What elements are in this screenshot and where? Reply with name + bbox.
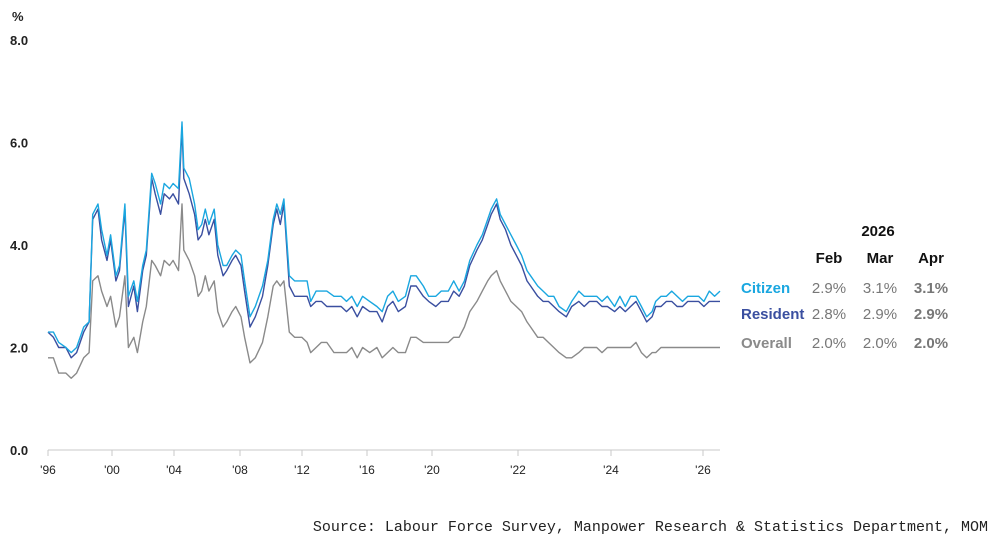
table-value: 2.0%	[812, 335, 846, 352]
table-month-header: Apr	[918, 250, 944, 267]
table-value: 2.9%	[812, 280, 846, 297]
y-tick-label: 4.0	[10, 238, 28, 253]
x-tick-label: '22	[510, 463, 526, 477]
x-tick-label: '08	[232, 463, 248, 477]
table-value: 2.9%	[863, 306, 897, 323]
table-row-label-resident: Resident	[741, 306, 804, 323]
table-value: 3.1%	[914, 280, 948, 297]
y-tick-label: 6.0	[10, 136, 28, 151]
table-year: 2026	[861, 223, 894, 240]
y-tick-label: 8.0	[10, 33, 28, 48]
table-value: 2.0%	[914, 335, 948, 352]
y-axis-ticks: 0.0 2.0 4.0 6.0 8.0	[10, 33, 28, 458]
table-row-label-overall: Overall	[741, 335, 792, 352]
x-tick-label: '16	[359, 463, 375, 477]
x-tick-label: '26	[695, 463, 711, 477]
table-month-header: Feb	[816, 250, 843, 267]
x-tick-label: '96	[40, 463, 56, 477]
series-lines	[47, 121, 721, 379]
table-value: 2.0%	[863, 335, 897, 352]
x-tick-label: '00	[104, 463, 120, 477]
latest-values-table: 2026 Feb Mar Apr Citizen 2.9% 3.1% 3.1% Resident…	[741, 223, 948, 352]
y-tick-label: 0.0	[10, 443, 28, 458]
x-tick-label: '12	[294, 463, 310, 477]
table-value: 2.8%	[812, 306, 846, 323]
table-row-label-citizen: Citizen	[741, 280, 790, 297]
x-tick-label: '24	[603, 463, 619, 477]
x-axis-ticks: '96 '00 '04 '08 '12 '16 '20 '22 '24 '26	[40, 450, 711, 477]
table-value: 3.1%	[863, 280, 897, 297]
y-axis-unit-label: %	[12, 9, 24, 24]
y-tick-label: 2.0	[10, 341, 28, 356]
series-line-resident	[47, 126, 720, 359]
series-line-citizen	[48, 121, 721, 354]
x-tick-label: '20	[424, 463, 440, 477]
source-note: Source: Labour Force Survey, Manpower Re…	[312, 519, 988, 536]
x-tick-label: '04	[166, 463, 182, 477]
table-value: 2.9%	[914, 306, 948, 323]
series-line-overall	[48, 203, 720, 379]
table-month-header: Mar	[867, 250, 894, 267]
